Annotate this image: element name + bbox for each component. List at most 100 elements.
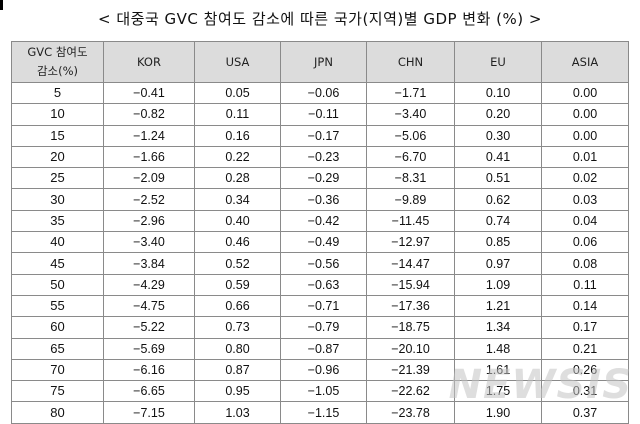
- row-key: 80: [11, 401, 104, 424]
- jpn-value: −0.87: [280, 337, 367, 360]
- kor-value: −2.52: [103, 188, 195, 211]
- usa-value: 0.11: [194, 103, 281, 126]
- asia-value: 0.00: [541, 124, 629, 147]
- kor-value: −2.09: [103, 167, 195, 190]
- eu-value: 0.41: [454, 145, 542, 169]
- jpn-value: −0.11: [280, 103, 367, 126]
- asia-value: 0.00: [541, 103, 629, 126]
- header-asia: ASIA: [541, 41, 629, 83]
- jpn-value: −0.96: [280, 358, 367, 382]
- header-row-key-line1: GVC 참여도: [27, 45, 88, 59]
- kor-value: −0.41: [103, 81, 195, 105]
- usa-value: 0.73: [194, 316, 281, 339]
- eu-value: 0.97: [454, 252, 542, 275]
- table-row: 50 −4.29 0.59 −0.63 −15.94 1.09 0.11: [11, 273, 629, 296]
- asia-value: 0.11: [541, 273, 629, 296]
- header-chn: CHN: [366, 41, 455, 83]
- header-eu: EU: [454, 41, 542, 83]
- chn-value: −12.97: [366, 231, 455, 254]
- eu-value: 0.20: [454, 103, 542, 126]
- asia-value: 0.04: [541, 209, 629, 233]
- chn-value: −11.45: [366, 209, 455, 233]
- table-row: 10 −0.82 0.11 −0.11 −3.40 0.20 0.00: [11, 103, 629, 126]
- table-row: 45 −3.84 0.52 −0.56 −14.47 0.97 0.08: [11, 252, 629, 275]
- table-body: 5 −0.41 0.05 −0.06 −1.71 0.10 0.00 10 −0.82 0.11−…: [11, 81, 629, 424]
- eu-value: 1.75: [454, 380, 542, 403]
- table-row: 70 −6.16 0.87 −0.96 −21.39 1.61 0.26: [11, 358, 629, 382]
- chn-value: −20.10: [366, 337, 455, 360]
- usa-value: 0.52: [194, 252, 281, 275]
- eu-value: 1.09: [454, 273, 542, 296]
- chn-value: −8.31: [366, 167, 455, 190]
- header-jpn: JPN: [280, 41, 367, 83]
- chn-value: −23.78: [366, 401, 455, 424]
- row-key: 15: [11, 124, 104, 147]
- eu-value: 0.30: [454, 124, 542, 147]
- table-row: 30 −2.52 0.34 −0.36 −9.89 0.62 0.03: [11, 188, 629, 211]
- usa-value: 0.34: [194, 188, 281, 211]
- row-key: 75: [11, 380, 104, 403]
- eu-value: 1.48: [454, 337, 542, 360]
- chn-value: −3.40: [366, 103, 455, 126]
- jpn-value: −0.06: [280, 81, 367, 105]
- usa-value: 0.16: [194, 124, 281, 147]
- row-key: 25: [11, 167, 104, 190]
- table-row: 15 −1.24 0.16 −0.17 −5.06 0.30 0.00: [11, 124, 629, 147]
- table-row: 40 −3.40 0.46 −0.49 −12.97 0.85 0.06: [11, 231, 629, 254]
- jpn-value: −0.17: [280, 124, 367, 147]
- usa-value: 0.22: [194, 145, 281, 169]
- asia-value: 0.14: [541, 294, 629, 318]
- table-row: 55 −4.75 0.66 −0.71 −17.36 1.21 0.14: [11, 294, 629, 318]
- kor-value: −3.40: [103, 231, 195, 254]
- asia-value: 0.17: [541, 316, 629, 339]
- chn-value: −9.89: [366, 188, 455, 211]
- eu-value: 0.85: [454, 231, 542, 254]
- kor-value: −5.22: [103, 316, 195, 339]
- jpn-value: −0.79: [280, 316, 367, 339]
- header-row-key-line2: 감소(%): [36, 64, 79, 78]
- row-key: 40: [11, 231, 104, 254]
- usa-value: 1.03: [194, 401, 281, 424]
- asia-value: 0.31: [541, 380, 629, 403]
- table-row: 25 −2.09 0.28 −0.29 −8.31 0.51 0.02: [11, 167, 629, 190]
- asia-value: 0.00: [541, 81, 629, 105]
- asia-value: 0.26: [541, 358, 629, 382]
- asia-value: 0.01: [541, 145, 629, 169]
- usa-value: 0.28: [194, 167, 281, 190]
- header-row-key: GVC 참여도 감소(%): [11, 41, 104, 83]
- table-row: 80 −7.15 1.03 −1.15 −23.78 1.90 0.37: [11, 401, 629, 424]
- jpn-value: −0.23: [280, 145, 367, 169]
- row-key: 50: [11, 273, 104, 296]
- header-usa: USA: [194, 41, 281, 83]
- asia-value: 0.08: [541, 252, 629, 275]
- eu-value: 1.21: [454, 294, 542, 318]
- header-row: GVC 참여도 감소(%) KOR USA JPN CHN EU ASIA: [11, 41, 629, 83]
- asia-value: 0.02: [541, 167, 629, 190]
- row-key: 5: [11, 81, 104, 105]
- header-kor: KOR: [103, 41, 195, 83]
- row-key: 30: [11, 188, 104, 211]
- usa-value: 0.87: [194, 358, 281, 382]
- eu-value: 0.51: [454, 167, 542, 190]
- chn-value: −22.62: [366, 380, 455, 403]
- eu-value: 1.34: [454, 316, 542, 339]
- eu-value: 0.10: [454, 81, 542, 105]
- table-row: 35 −2.96 0.40 −0.42 −11.45 0.74 0.04: [11, 209, 629, 233]
- kor-value: −1.66: [103, 145, 195, 169]
- table-row: 75 −6.65 0.95 −1.05 −22.62 1.75 0.31: [11, 380, 629, 403]
- chn-value: −1.71: [366, 81, 455, 105]
- jpn-value: −1.05: [280, 380, 367, 403]
- usa-value: 0.40: [194, 209, 281, 233]
- table-row: 20 −1.66 0.22 −0.23 −6.70 0.41 0.01: [11, 145, 629, 169]
- usa-value: 0.95: [194, 380, 281, 403]
- row-key: 65: [11, 337, 104, 360]
- kor-value: −4.75: [103, 294, 195, 318]
- kor-value: −5.69: [103, 337, 195, 360]
- usa-value: 0.80: [194, 337, 281, 360]
- gdp-change-table: GVC 참여도 감소(%) KOR USA JPN CHN EU ASIA 5−…: [11, 41, 629, 424]
- row-key: 70: [11, 358, 104, 382]
- eu-value: 0.62: [454, 188, 542, 211]
- jpn-value: −0.29: [280, 167, 367, 190]
- asia-value: 0.37: [541, 401, 629, 424]
- kor-value: −0.82: [103, 103, 195, 126]
